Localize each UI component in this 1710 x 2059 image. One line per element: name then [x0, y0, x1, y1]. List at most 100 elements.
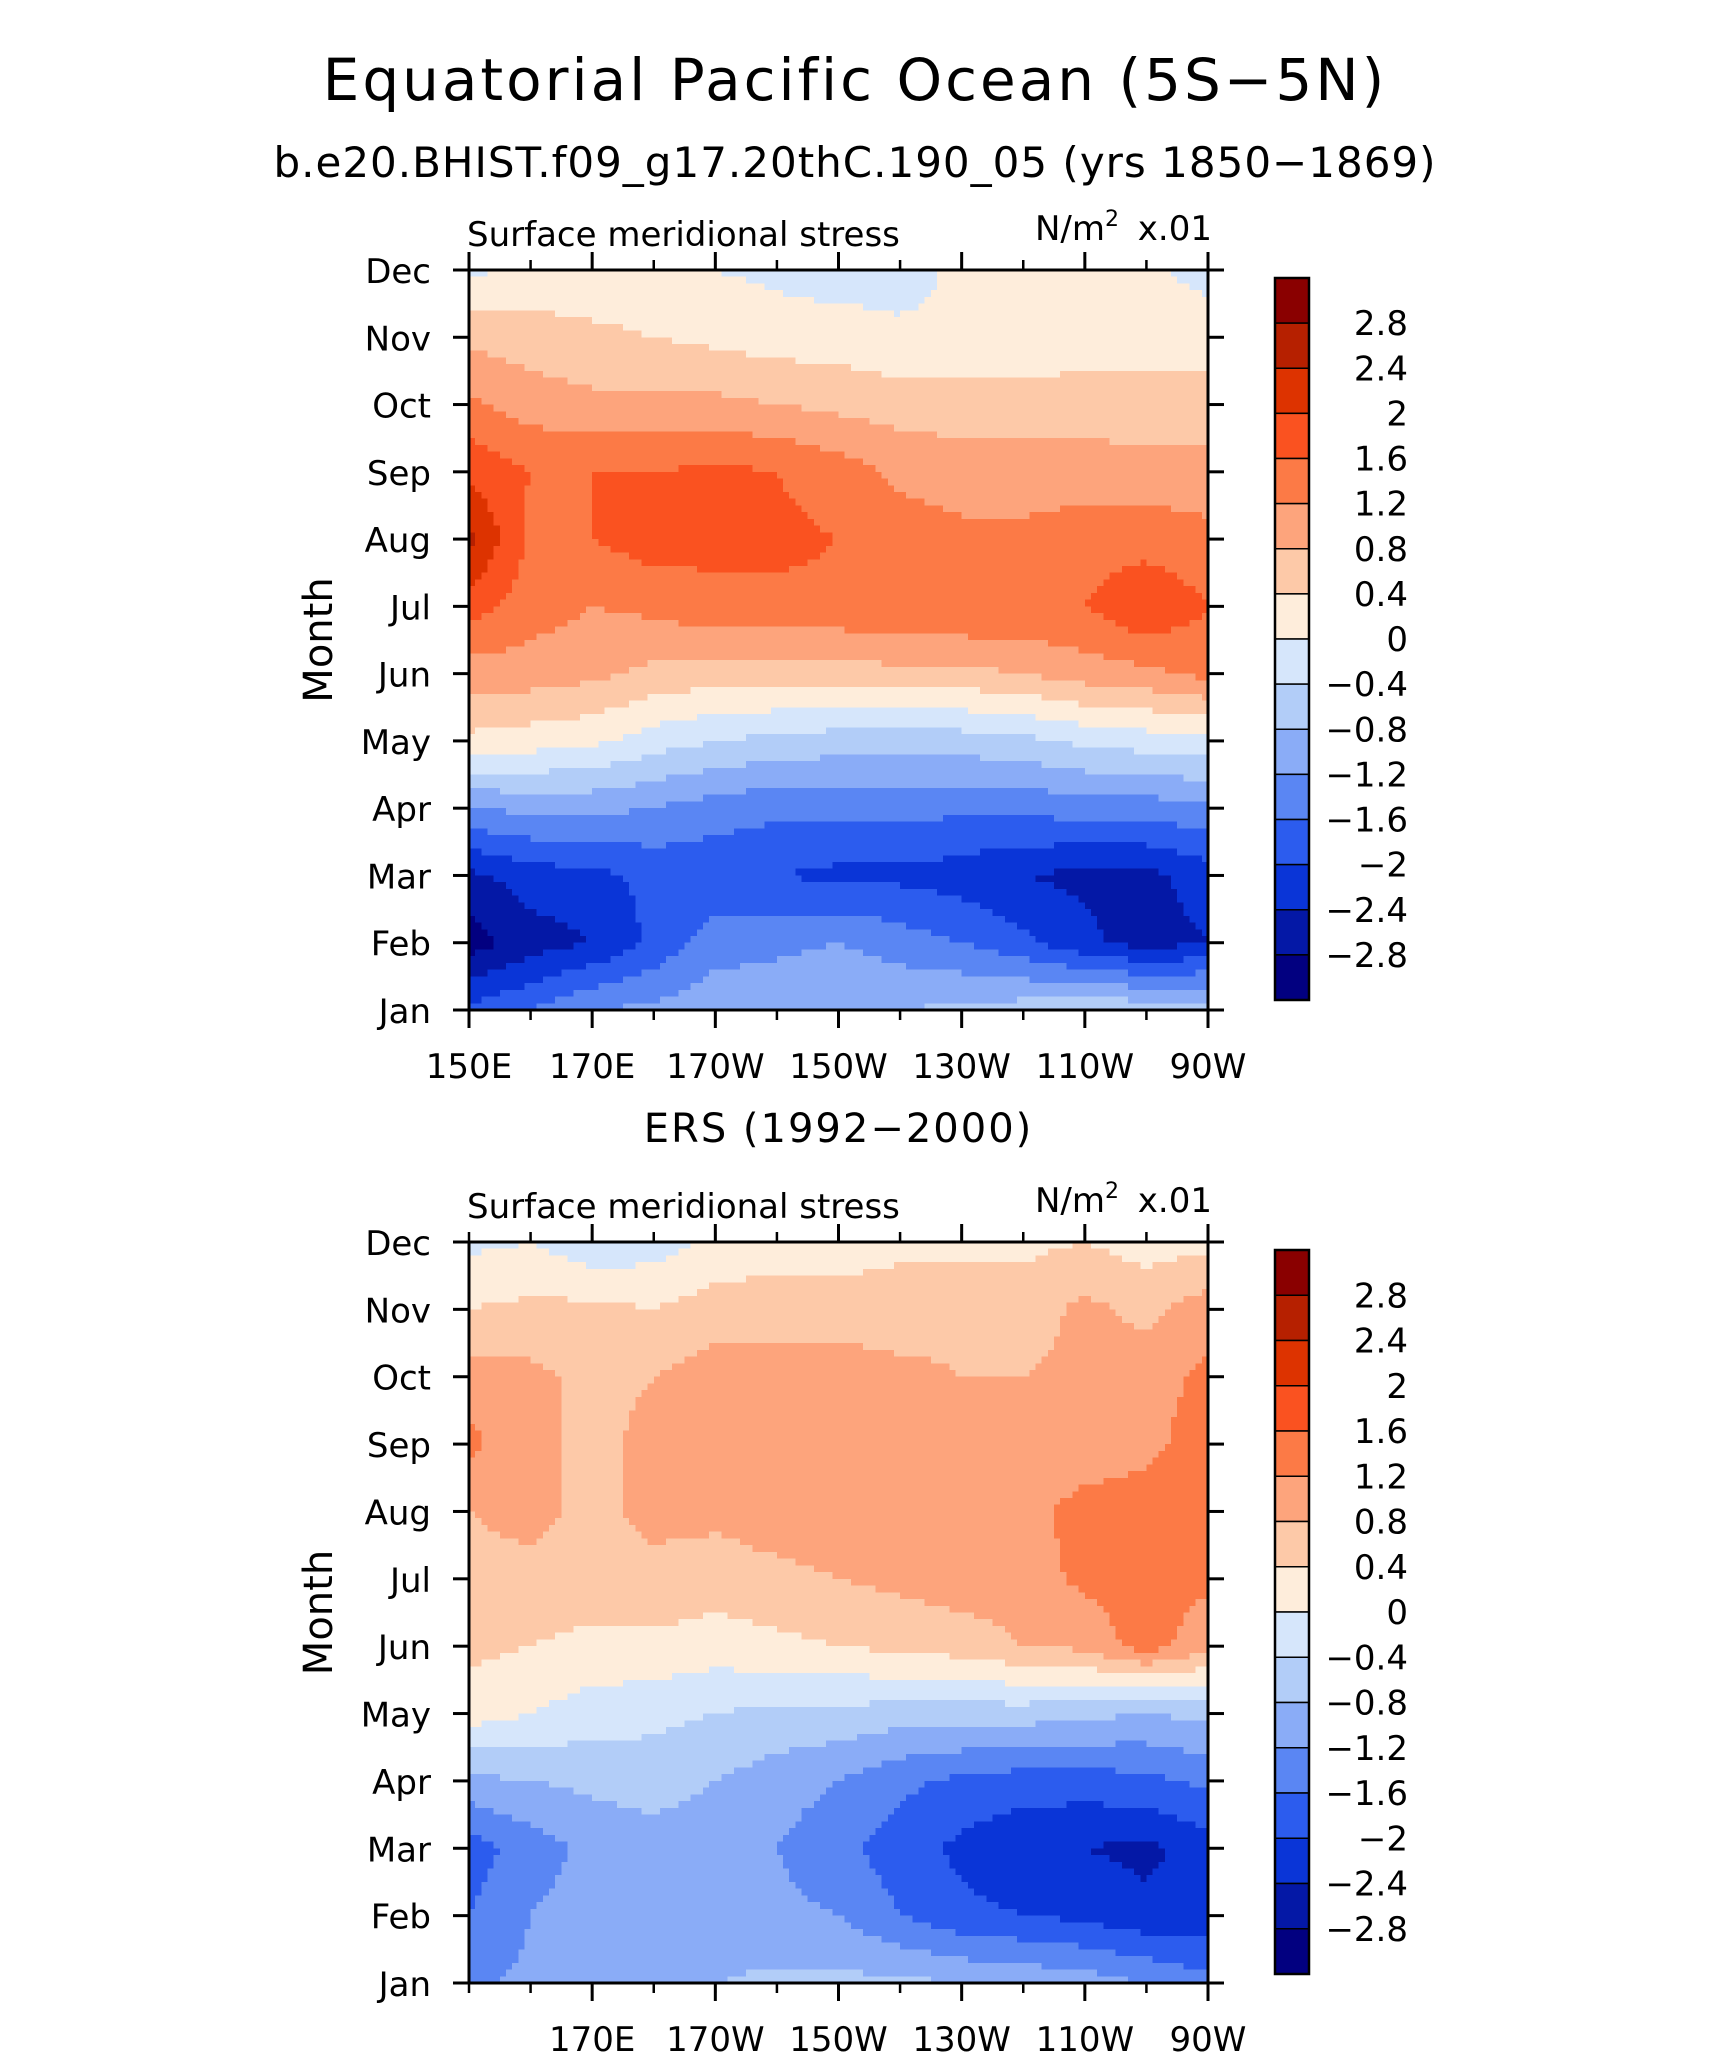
- contour-cell: [1121, 377, 1129, 385]
- contour-cell: [875, 330, 883, 338]
- contour-cell: [567, 391, 575, 399]
- contour-cell: [900, 323, 907, 332]
- contour-cell: [1047, 337, 1055, 345]
- contour-cell: [653, 283, 661, 291]
- contour-cell: [758, 330, 766, 338]
- contour-cell: [592, 337, 599, 345]
- contour-cell: [721, 458, 729, 466]
- contour-cell: [1195, 350, 1203, 359]
- contour-cell: [838, 337, 846, 345]
- contour-cell: [838, 323, 846, 332]
- contour-cell: [826, 330, 833, 338]
- contour-cell: [770, 323, 778, 332]
- contour-cell: [678, 451, 686, 459]
- contour-cell: [518, 418, 526, 426]
- contour-cell: [641, 525, 649, 533]
- contour-cell: [659, 505, 667, 513]
- contour-cell: [1004, 512, 1012, 520]
- contour-cell: [1103, 485, 1111, 493]
- contour-cell: [937, 384, 944, 392]
- contour-cell: [653, 545, 661, 554]
- contour-cell: [752, 391, 760, 399]
- contour-cell: [1029, 418, 1037, 426]
- contour-cell: [499, 357, 507, 365]
- contour-cell: [973, 512, 981, 520]
- contour-cell: [536, 411, 544, 419]
- contour-cell: [579, 350, 587, 359]
- contour-cell: [505, 444, 513, 453]
- contour-cell: [635, 498, 643, 507]
- contour-cell: [813, 458, 821, 466]
- contour-cell: [672, 283, 679, 291]
- contour-cell: [856, 350, 864, 359]
- contour-cell: [1023, 337, 1031, 345]
- contour-cell: [1017, 444, 1024, 453]
- contour-cell: [1121, 270, 1129, 278]
- contour-cell: [1195, 465, 1203, 473]
- contour-cell: [549, 498, 556, 507]
- contour-cell: [684, 492, 692, 500]
- contour-cell: [1078, 444, 1086, 453]
- contour-cell: [659, 418, 667, 426]
- contour-cell: [795, 485, 803, 493]
- contour-cell: [912, 350, 920, 359]
- contour-cell: [1109, 404, 1117, 412]
- contour-cell: [838, 296, 846, 305]
- contour-cell: [536, 337, 544, 345]
- contour-cell: [887, 505, 895, 513]
- contour-cell: [1127, 458, 1135, 466]
- contour-cell: [567, 518, 575, 527]
- contour-cell: [1164, 505, 1172, 513]
- contour-cell: [906, 350, 913, 359]
- contour-cell: [641, 411, 649, 419]
- contour-cell: [641, 276, 649, 285]
- contour-cell: [820, 350, 827, 359]
- contour-cell: [807, 391, 815, 399]
- contour-cell: [1047, 296, 1055, 305]
- contour-cell: [820, 465, 827, 473]
- contour-cell: [505, 270, 513, 278]
- contour-cell: [739, 310, 747, 318]
- contour-cell: [746, 303, 753, 311]
- contour-cell: [955, 492, 963, 500]
- contour-cell: [795, 444, 803, 453]
- contour-cell: [992, 357, 1000, 365]
- contour-cell: [937, 283, 944, 291]
- contour-cell: [518, 525, 526, 533]
- contour-cell: [1164, 404, 1172, 412]
- contour-cell: [1171, 418, 1178, 426]
- contour-cell: [1171, 283, 1178, 291]
- contour-cell: [505, 512, 513, 520]
- contour-cell: [850, 296, 858, 305]
- contour-cell: [937, 337, 944, 345]
- contour-cell: [721, 391, 729, 399]
- contour-cell: [930, 391, 938, 399]
- contour-cell: [875, 545, 883, 554]
- contour-cell: [567, 310, 575, 318]
- contour-cell: [1090, 377, 1098, 385]
- contour-cell: [770, 404, 778, 412]
- contour-cell: [937, 438, 944, 446]
- contour-cell: [1109, 418, 1117, 426]
- contour-cell: [1109, 458, 1117, 466]
- contour-cell: [1109, 357, 1117, 365]
- contour-cell: [1127, 471, 1135, 480]
- contour-cell: [820, 498, 827, 507]
- contour-cell: [1152, 518, 1160, 527]
- contour-cell: [635, 478, 643, 486]
- contour-cell: [555, 391, 562, 399]
- contour-cell: [1146, 411, 1154, 419]
- contour-cell: [1035, 397, 1043, 406]
- contour-cell: [512, 539, 519, 547]
- contour-cell: [635, 350, 643, 359]
- contour-cell: [1047, 384, 1055, 392]
- contour-cell: [937, 485, 944, 493]
- contour-cell: [992, 424, 1000, 433]
- contour-cell: [844, 458, 852, 466]
- contour-cell: [1177, 384, 1184, 392]
- contour-cell: [807, 424, 815, 433]
- contour-cell: [850, 418, 858, 426]
- contour-cell: [1127, 424, 1135, 433]
- contour-cell: [1177, 512, 1184, 520]
- contour-cell: [1004, 478, 1012, 486]
